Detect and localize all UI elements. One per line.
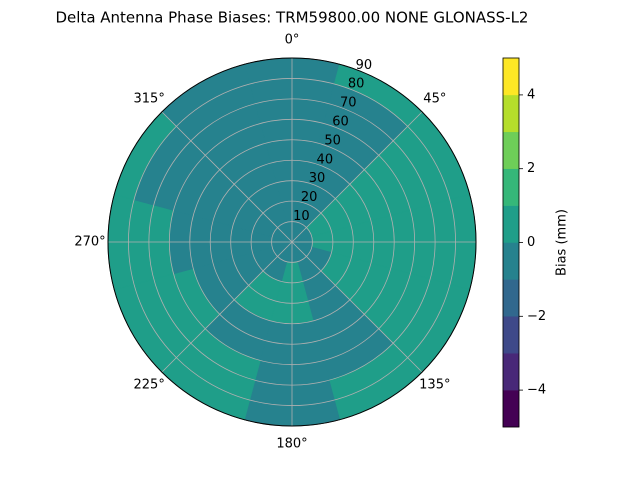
- colorbar-bin: [502, 94, 520, 133]
- colorbar-bin: [502, 242, 520, 280]
- r-tick-label: 80: [348, 77, 365, 92]
- grid-spoke: [291, 241, 423, 373]
- colorbar-tick-label: 4: [527, 87, 535, 102]
- colorbar-bin: [502, 131, 520, 169]
- theta-tick-label: 135°: [419, 377, 450, 392]
- colorbar-bin: [502, 316, 520, 354]
- colorbar-label: Bias (mm): [555, 209, 570, 276]
- theta-tick-label: 315°: [134, 92, 165, 107]
- colorbar-tick-label: 2: [527, 161, 535, 176]
- colorbar-tick-label: −2: [527, 309, 546, 324]
- grid-spoke: [291, 111, 423, 243]
- grid-spoke: [161, 111, 293, 243]
- colorbar-tick-label: 0: [527, 235, 535, 250]
- r-tick-label: 90: [356, 58, 373, 73]
- colorbar-bin: [502, 389, 520, 428]
- theta-tick-label: 45°: [423, 92, 446, 107]
- chart-title: Delta Antenna Phase Biases: TRM59800.00 …: [56, 9, 529, 27]
- colorbar-bin: [502, 352, 520, 391]
- r-tick-label: 30: [309, 171, 326, 186]
- colorbar-bin: [502, 205, 520, 243]
- r-tick-label: 10: [293, 209, 310, 224]
- r-tick-label: 60: [332, 114, 349, 129]
- r-tick-label: 40: [317, 152, 334, 167]
- colorbar-bin: [502, 168, 520, 206]
- theta-tick-label: 0°: [285, 33, 300, 48]
- colorbar-bin: [502, 57, 520, 96]
- theta-tick-label: 270°: [74, 235, 105, 250]
- r-tick-label: 20: [301, 190, 318, 205]
- grid-spoke: [161, 241, 293, 373]
- r-tick-label: 50: [324, 133, 341, 148]
- theta-tick-label: 180°: [276, 437, 307, 452]
- r-tick-label: 70: [340, 96, 357, 111]
- colorbar-bin: [502, 279, 520, 317]
- theta-tick-label: 225°: [134, 377, 165, 392]
- polar-frame: [107, 57, 477, 427]
- colorbar-tick-label: −4: [527, 383, 546, 398]
